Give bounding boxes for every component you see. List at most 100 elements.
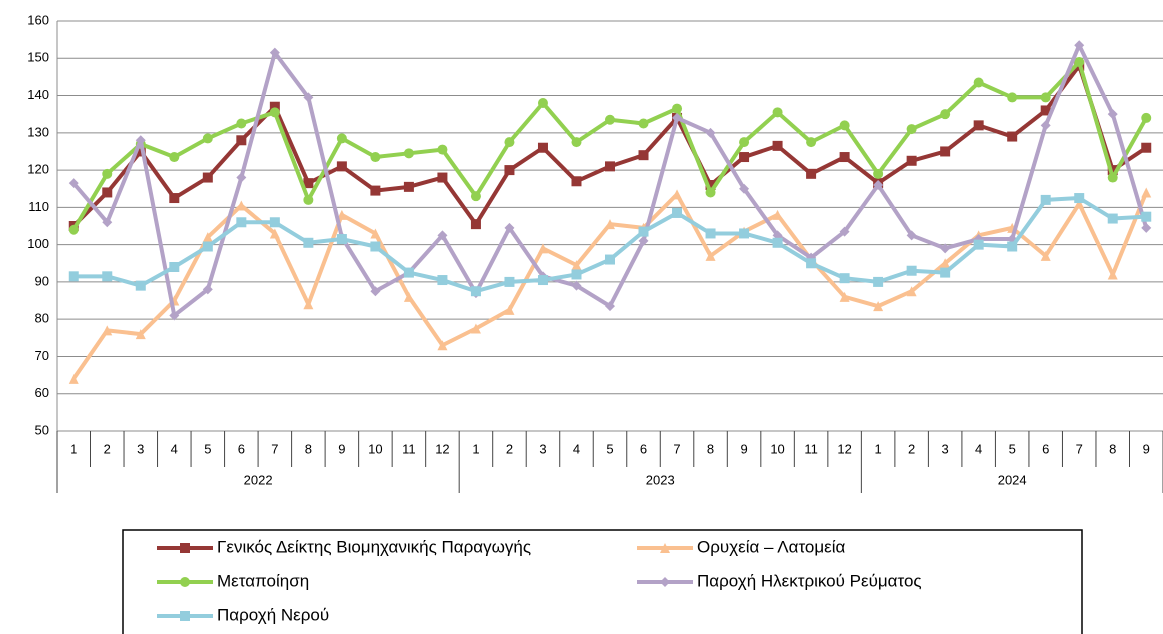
point — [638, 235, 649, 246]
point — [705, 127, 716, 138]
point — [571, 280, 582, 291]
point — [1007, 131, 1018, 142]
x-tick-label: 12 — [837, 441, 851, 456]
point — [269, 101, 280, 112]
point — [1107, 213, 1118, 224]
x-tick-label: 2 — [506, 441, 513, 456]
point — [772, 237, 783, 248]
point — [236, 217, 247, 228]
legend-label: Γενικός Δείκτης Βιομηχανικής Παραγωγής — [217, 537, 531, 556]
point — [537, 243, 548, 254]
y-tick-label: 160 — [27, 12, 49, 27]
point — [672, 207, 683, 218]
x-group-label: 2022 — [244, 472, 273, 487]
point — [739, 228, 750, 239]
point — [169, 262, 180, 272]
x-tick-label: 6 — [238, 441, 245, 456]
point — [672, 103, 683, 114]
point — [906, 124, 917, 135]
point — [403, 181, 414, 192]
x-tick-label: 3 — [539, 441, 546, 456]
point — [504, 304, 515, 315]
point — [537, 142, 548, 153]
legend-label: Ορυχεία – Λατομεία — [697, 537, 846, 556]
point — [303, 237, 314, 248]
point — [370, 286, 381, 297]
point — [739, 183, 750, 194]
point — [102, 187, 113, 198]
point — [169, 310, 180, 321]
x-tick-label: 7 — [1076, 441, 1083, 456]
x-tick-label: 1 — [472, 441, 479, 456]
point — [806, 137, 817, 148]
point — [638, 150, 649, 161]
point — [437, 275, 448, 286]
point — [973, 120, 984, 131]
point — [705, 228, 716, 239]
point — [705, 180, 716, 190]
y-tick-label: 100 — [27, 236, 49, 251]
y-tick-label: 150 — [27, 50, 49, 65]
point — [370, 152, 381, 163]
point — [470, 286, 481, 297]
point — [873, 276, 884, 287]
point — [169, 152, 180, 163]
x-tick-label: 1 — [70, 441, 77, 456]
x-tick-label: 5 — [204, 441, 211, 456]
point — [135, 329, 146, 340]
point — [269, 217, 280, 228]
x-tick-label: 4 — [171, 441, 178, 456]
point — [470, 219, 481, 230]
point — [135, 146, 146, 157]
point — [638, 226, 649, 237]
x-tick-label: 1 — [875, 441, 882, 456]
point — [672, 189, 683, 200]
x-tick-label: 4 — [975, 441, 982, 456]
y-tick-label: 50 — [35, 422, 49, 437]
point — [504, 222, 515, 233]
legend-marker — [180, 543, 190, 553]
y-tick-label: 130 — [27, 124, 49, 139]
point — [437, 230, 448, 241]
point — [169, 193, 180, 204]
legend-marker — [660, 577, 670, 587]
point — [1040, 120, 1051, 131]
x-tick-label: 10 — [770, 441, 784, 456]
point — [705, 250, 716, 261]
x-group-label: 2023 — [646, 472, 675, 487]
point — [1107, 165, 1118, 176]
point — [672, 112, 683, 123]
point — [973, 77, 984, 88]
point — [269, 107, 280, 118]
point — [504, 276, 515, 287]
point — [739, 137, 750, 148]
point — [571, 260, 582, 271]
point — [973, 239, 984, 250]
x-tick-label: 10 — [368, 441, 382, 456]
x-tick-label: 5 — [606, 441, 613, 456]
point — [940, 243, 951, 254]
point — [336, 161, 347, 172]
point — [370, 228, 381, 239]
point — [403, 267, 414, 278]
point — [135, 135, 146, 146]
point — [605, 161, 615, 172]
x-tick-label: 9 — [338, 441, 345, 456]
x-tick-label: 11 — [804, 441, 818, 456]
point — [504, 137, 515, 148]
x-group-label: 2024 — [998, 472, 1027, 487]
legend-marker — [180, 577, 190, 587]
point — [370, 241, 381, 252]
point — [68, 373, 79, 384]
point — [1074, 193, 1085, 204]
point — [705, 187, 716, 198]
point — [1007, 92, 1018, 103]
point — [806, 258, 817, 269]
legend-box — [122, 529, 1083, 634]
legend-marker — [660, 543, 670, 553]
point — [605, 219, 615, 230]
point — [236, 135, 247, 146]
point — [236, 200, 247, 211]
point — [537, 98, 548, 108]
